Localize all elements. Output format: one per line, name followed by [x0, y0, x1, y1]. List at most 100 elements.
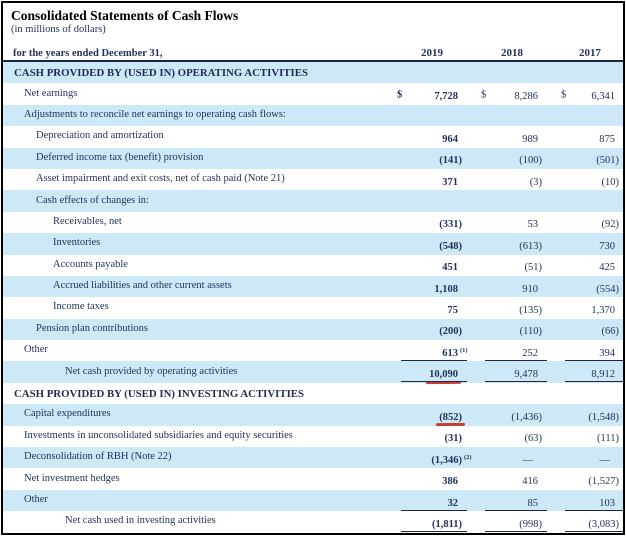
value-2019: 371 — [442, 176, 458, 188]
footnote-superscript: (2) — [464, 453, 472, 461]
value-cell-2018 — [465, 383, 545, 404]
table-row: Deferred income tax (benefit) provision (… — [3, 147, 623, 169]
value-2018: (110) — [519, 326, 542, 338]
value-cell-2019: (200) — [381, 319, 465, 340]
value-2018: 8,286 — [514, 91, 538, 103]
value-2019: 964 — [442, 133, 458, 145]
value-2017: (1,527) — [588, 476, 619, 488]
value-cell-2019: 371 — [381, 169, 465, 190]
row-label: Net cash provided by operating activitie… — [65, 365, 238, 377]
value-cell-2017: 103 — [545, 490, 623, 512]
table-row: Investments in unconsolidated subsidiari… — [3, 426, 623, 447]
value-cell-2019: (31) — [381, 426, 465, 447]
value-cell-2018: 252 — [465, 340, 547, 362]
value-cell-2019: 75 — [381, 297, 465, 318]
value-2018: 416 — [522, 476, 538, 488]
value-2018: (3) — [529, 176, 542, 188]
value-2018: 989 — [522, 133, 538, 145]
value-cell-2019: $7,728 — [381, 83, 465, 104]
table-row: Inventories (548) (613) 730 — [3, 233, 623, 255]
table-row: Net cash provided by operating activitie… — [3, 361, 623, 383]
value-2018: (63) — [524, 433, 543, 445]
table-row: Capital expenditures (852) (1,436) (1,548) — [3, 404, 623, 426]
value-cell-2019: (141) — [381, 148, 465, 169]
row-label: Deconsolidation of RBH (Note 22) — [24, 451, 172, 463]
value-cell-2018 — [465, 190, 545, 211]
value-cell-2017 — [545, 105, 623, 126]
table-row: CASH PROVIDED BY (USED IN) OPERATING ACT… — [3, 62, 623, 84]
value-2017: (66) — [601, 326, 620, 338]
value-cell-2017: (501) — [545, 148, 623, 169]
value-cell-2019 — [381, 62, 465, 83]
value-2017: (501) — [596, 155, 619, 167]
value-cell-2019: (1,811) — [381, 511, 467, 533]
row-label: Depreciation and amortization — [36, 130, 164, 142]
row-label: Other — [24, 494, 48, 505]
value-cell-2017: (10) — [545, 169, 623, 190]
value-cell-2019: 613 (1) — [381, 340, 468, 362]
page-subtitle: (in millions of dollars) — [11, 24, 106, 35]
row-label: Adjustments to reconcile net earnings to… — [24, 108, 286, 120]
value-cell-2019: (1,346) (2) — [381, 447, 471, 468]
value-2018: (1,436) — [511, 411, 542, 423]
value-2017: (92) — [601, 219, 620, 231]
value-cell-2018: (3) — [465, 169, 545, 190]
value-cell-2018: (100) — [465, 148, 545, 169]
table-row: Receivables, net (331) 53 (92) — [3, 212, 623, 233]
value-2017: (1,548) — [588, 411, 619, 423]
table-body: CASH PROVIDED BY (USED IN) OPERATING ACT… — [3, 62, 623, 533]
value-cell-2018 — [465, 62, 545, 83]
value-2018: 252 — [522, 347, 538, 359]
value-cell-2017: (66) — [545, 319, 623, 340]
table-row: Net earnings $7,728 $8,286 $6,341 — [3, 83, 623, 104]
value-2017: (3,083) — [588, 518, 619, 530]
row-label: Net investment hedges — [24, 472, 120, 484]
row-label: Deferred income tax (benefit) provision — [36, 151, 204, 163]
value-cell-2017: — — [545, 447, 623, 468]
value-2019: (548) — [439, 240, 462, 252]
value-2018: (613) — [519, 240, 542, 252]
table-row: Deconsolidation of RBH (Note 22) (1,346)(… — [3, 447, 623, 469]
value-2019: 75 — [447, 304, 459, 316]
period-label: for the years ended December 31, — [13, 48, 163, 59]
dollar-sign: $ — [561, 89, 567, 101]
value-cell-2018: (1,436) — [465, 404, 545, 425]
dollar-sign: $ — [397, 89, 403, 101]
value-2019: (852) — [439, 411, 462, 423]
table-row: Income taxes 75 (135) 1,370 — [3, 297, 623, 318]
row-label: Capital expenditures — [24, 408, 111, 420]
value-cell-2017: 875 — [545, 126, 623, 147]
row-label: Asset impairment and exit costs, net of … — [36, 173, 285, 185]
year-column-header-2019: 2019 — [421, 47, 443, 59]
value-2017: (554) — [596, 283, 619, 295]
year-column-header-2018: 2018 — [501, 47, 523, 59]
value-cell-2017: (1,527) — [545, 468, 623, 489]
table-row: Net cash used in investing activities (1,… — [3, 511, 623, 533]
value-cell-2018: (135) — [465, 297, 545, 318]
value-2019: 7,728 — [434, 91, 458, 103]
row-label: Accrued liabilities and other current as… — [53, 280, 232, 292]
value-2017: (111) — [597, 433, 619, 445]
row-label: CASH PROVIDED BY (USED IN) INVESTING ACT… — [14, 387, 304, 400]
row-label: Other — [24, 344, 48, 356]
value-2018: (998) — [519, 518, 542, 530]
row-label: Net earnings — [24, 87, 78, 99]
table-header: for the years ended December 31, 2019 20… — [3, 38, 623, 62]
value-2018: 53 — [527, 219, 539, 231]
table-row: CASH PROVIDED BY (USED IN) INVESTING ACT… — [3, 383, 623, 404]
row-label: Cash effects of changes in: — [36, 194, 149, 206]
row-label: Income taxes — [53, 301, 109, 313]
table-row: Cash effects of changes in: — [3, 190, 623, 212]
value-cell-2019: 964 — [381, 126, 465, 147]
value-cell-2019: 386 — [381, 468, 465, 489]
value-2019: (331) — [439, 219, 462, 231]
row-label: Inventories — [53, 237, 101, 249]
value-2018: 910 — [522, 283, 538, 295]
dollar-sign: $ — [481, 89, 487, 101]
value-cell-2018: (110) — [465, 319, 545, 340]
table-row: Pension plan contributions (200) (110) (66) — [3, 318, 623, 341]
value-cell-2017: (554) — [545, 276, 623, 297]
table-row: Adjustments to reconcile net earnings to… — [3, 104, 623, 127]
value-cell-2019: (852) — [381, 404, 465, 425]
